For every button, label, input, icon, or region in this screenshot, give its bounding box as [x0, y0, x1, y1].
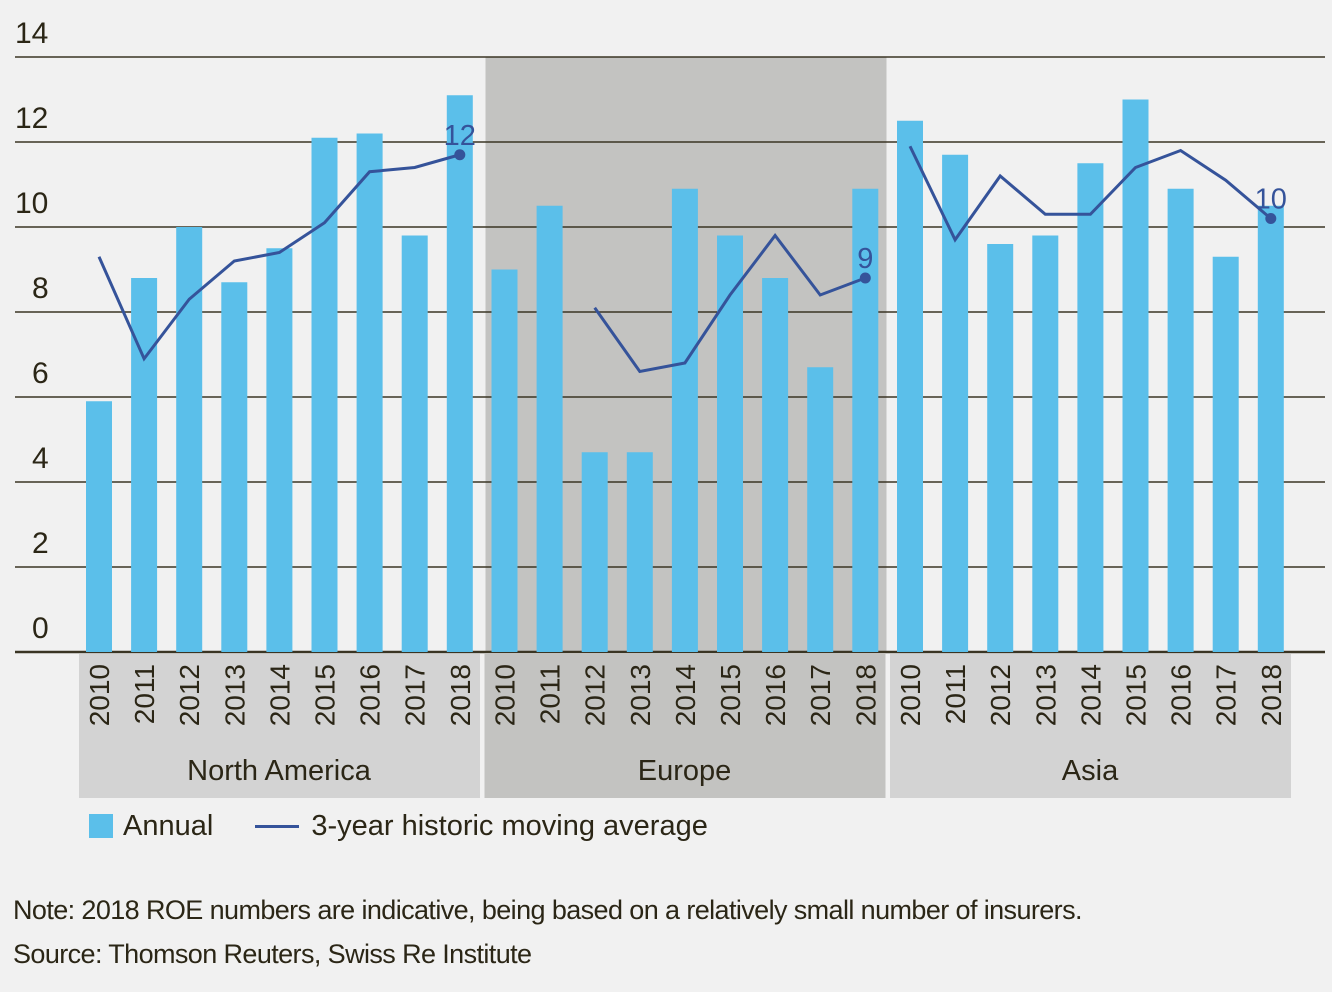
x-tick-label: 2010 — [490, 664, 521, 726]
y-tick-label: 14 — [15, 17, 48, 50]
moving-average-lines: 12 9 10 — [97, 120, 1287, 374]
x-tick-label: 2016 — [1166, 664, 1197, 726]
x-tick-label: 2014 — [1075, 664, 1106, 726]
x-tick-label: 2012 — [174, 664, 205, 726]
x-tick-label: 2014 — [264, 664, 295, 726]
bar-asia-2018 — [1257, 205, 1284, 652]
annual-bars — [86, 95, 1284, 652]
group-label-asia: Asia — [1062, 755, 1119, 787]
bar-asia-2012 — [987, 244, 1014, 652]
bar-asia-2014 — [1077, 163, 1104, 652]
bar-europe-2014 — [671, 188, 698, 652]
bar-europe-2012 — [581, 452, 608, 652]
bar-asia-2013 — [1032, 235, 1059, 652]
bar-asia-2010 — [897, 120, 923, 652]
y-tick-label: 12 — [15, 102, 48, 135]
moving-average-end-label: 9 — [857, 243, 873, 275]
y-tick-label: 4 — [32, 442, 49, 475]
bar-north-america-2010 — [86, 401, 112, 652]
x-tick-label: 2013 — [1030, 664, 1061, 726]
bar-europe-2016 — [762, 278, 789, 652]
y-tick-label: 6 — [32, 357, 49, 390]
x-axis-ticks: 2010 2011 2012 2013 2014 2015 2016 2017 2018 2010… — [84, 664, 1287, 726]
y-tick-label: 0 — [32, 612, 49, 645]
x-tick-label: 2015 — [715, 664, 746, 726]
bar-europe-2017 — [807, 367, 834, 652]
legend: Annual 3-year historic moving average — [89, 806, 708, 846]
y-tick-label: 8 — [32, 272, 49, 305]
x-tick-label: 2013 — [219, 664, 250, 726]
x-tick-label: 2018 — [850, 664, 881, 726]
moving-average-end-label: 10 — [1255, 184, 1287, 216]
x-tick-label: 2018 — [1256, 664, 1287, 726]
bar-north-america-2015 — [311, 137, 338, 652]
bar-europe-2013 — [626, 452, 653, 652]
x-tick-label: 2012 — [985, 664, 1016, 726]
category-band-europe — [484, 654, 886, 798]
y-tick-label: 10 — [15, 187, 48, 220]
y-tick-label: 2 — [32, 527, 49, 560]
x-tick-label: 2013 — [625, 664, 656, 726]
x-tick-label: 2010 — [895, 664, 926, 726]
x-tick-label: 2011 — [940, 664, 971, 724]
note-text: Note: 2018 ROE numbers are indicative, b… — [13, 895, 1082, 925]
bar-north-america-2013 — [221, 282, 248, 652]
bar-asia-2015 — [1122, 99, 1149, 652]
bar-north-america-2017 — [401, 235, 428, 652]
x-tick-label: 2010 — [84, 664, 115, 726]
group-label-north-america: North America — [187, 755, 372, 787]
x-tick-label: 2011 — [129, 664, 160, 724]
bar-europe-2011 — [536, 205, 563, 652]
legend-moving-average-label: 3-year historic moving average — [311, 809, 708, 842]
y-axis-ticks: 0 2 4 6 8 10 12 14 — [15, 17, 49, 645]
moving-average-endpoint-europe — [859, 272, 871, 284]
moving-average-line-north-america — [97, 153, 461, 362]
bar-asia-2016 — [1167, 188, 1194, 652]
x-tick-label: 2014 — [670, 664, 701, 726]
category-band-north-america — [79, 654, 480, 798]
bar-north-america-2014 — [266, 248, 293, 652]
x-tick-label: 2016 — [355, 664, 386, 726]
source-text: Source: Thomson Reuters, Swiss Re Instit… — [13, 939, 532, 969]
group-label-europe: Europe — [638, 755, 732, 787]
x-tick-label: 2018 — [445, 664, 476, 726]
moving-average-line-europe — [593, 233, 866, 374]
annual-swatch-icon — [89, 814, 113, 838]
x-tick-label: 2017 — [1211, 664, 1242, 726]
moving-average-line-icon — [255, 824, 300, 828]
bar-north-america-2011 — [131, 278, 158, 652]
category-bands — [79, 654, 1291, 798]
group-labels: North America Europe Asia — [187, 755, 1119, 787]
bar-europe-2018 — [852, 188, 879, 652]
x-tick-label: 2017 — [805, 664, 836, 726]
bar-north-america-2018 — [446, 95, 473, 652]
x-tick-label: 2011 — [535, 664, 566, 724]
moving-average-line-asia — [908, 145, 1272, 243]
x-tick-label: 2017 — [400, 664, 431, 726]
bar-europe-2010 — [491, 269, 518, 652]
x-tick-label: 2012 — [580, 664, 611, 726]
moving-average-end-label: 12 — [444, 120, 476, 152]
x-tick-label: 2016 — [760, 664, 791, 726]
footnotes: Note: 2018 ROE numbers are indicative, b… — [13, 888, 1082, 976]
x-tick-label: 2015 — [1121, 664, 1152, 726]
bar-europe-2015 — [717, 235, 743, 652]
bar-north-america-2016 — [356, 133, 383, 652]
moving-average-endpoint-north-america — [454, 149, 466, 161]
legend-annual-label: Annual — [123, 809, 214, 842]
moving-average-endpoint-asia — [1265, 213, 1277, 224]
category-band-asia — [890, 654, 1291, 798]
bar-asia-2017 — [1212, 256, 1239, 652]
x-tick-label: 2015 — [310, 664, 341, 726]
